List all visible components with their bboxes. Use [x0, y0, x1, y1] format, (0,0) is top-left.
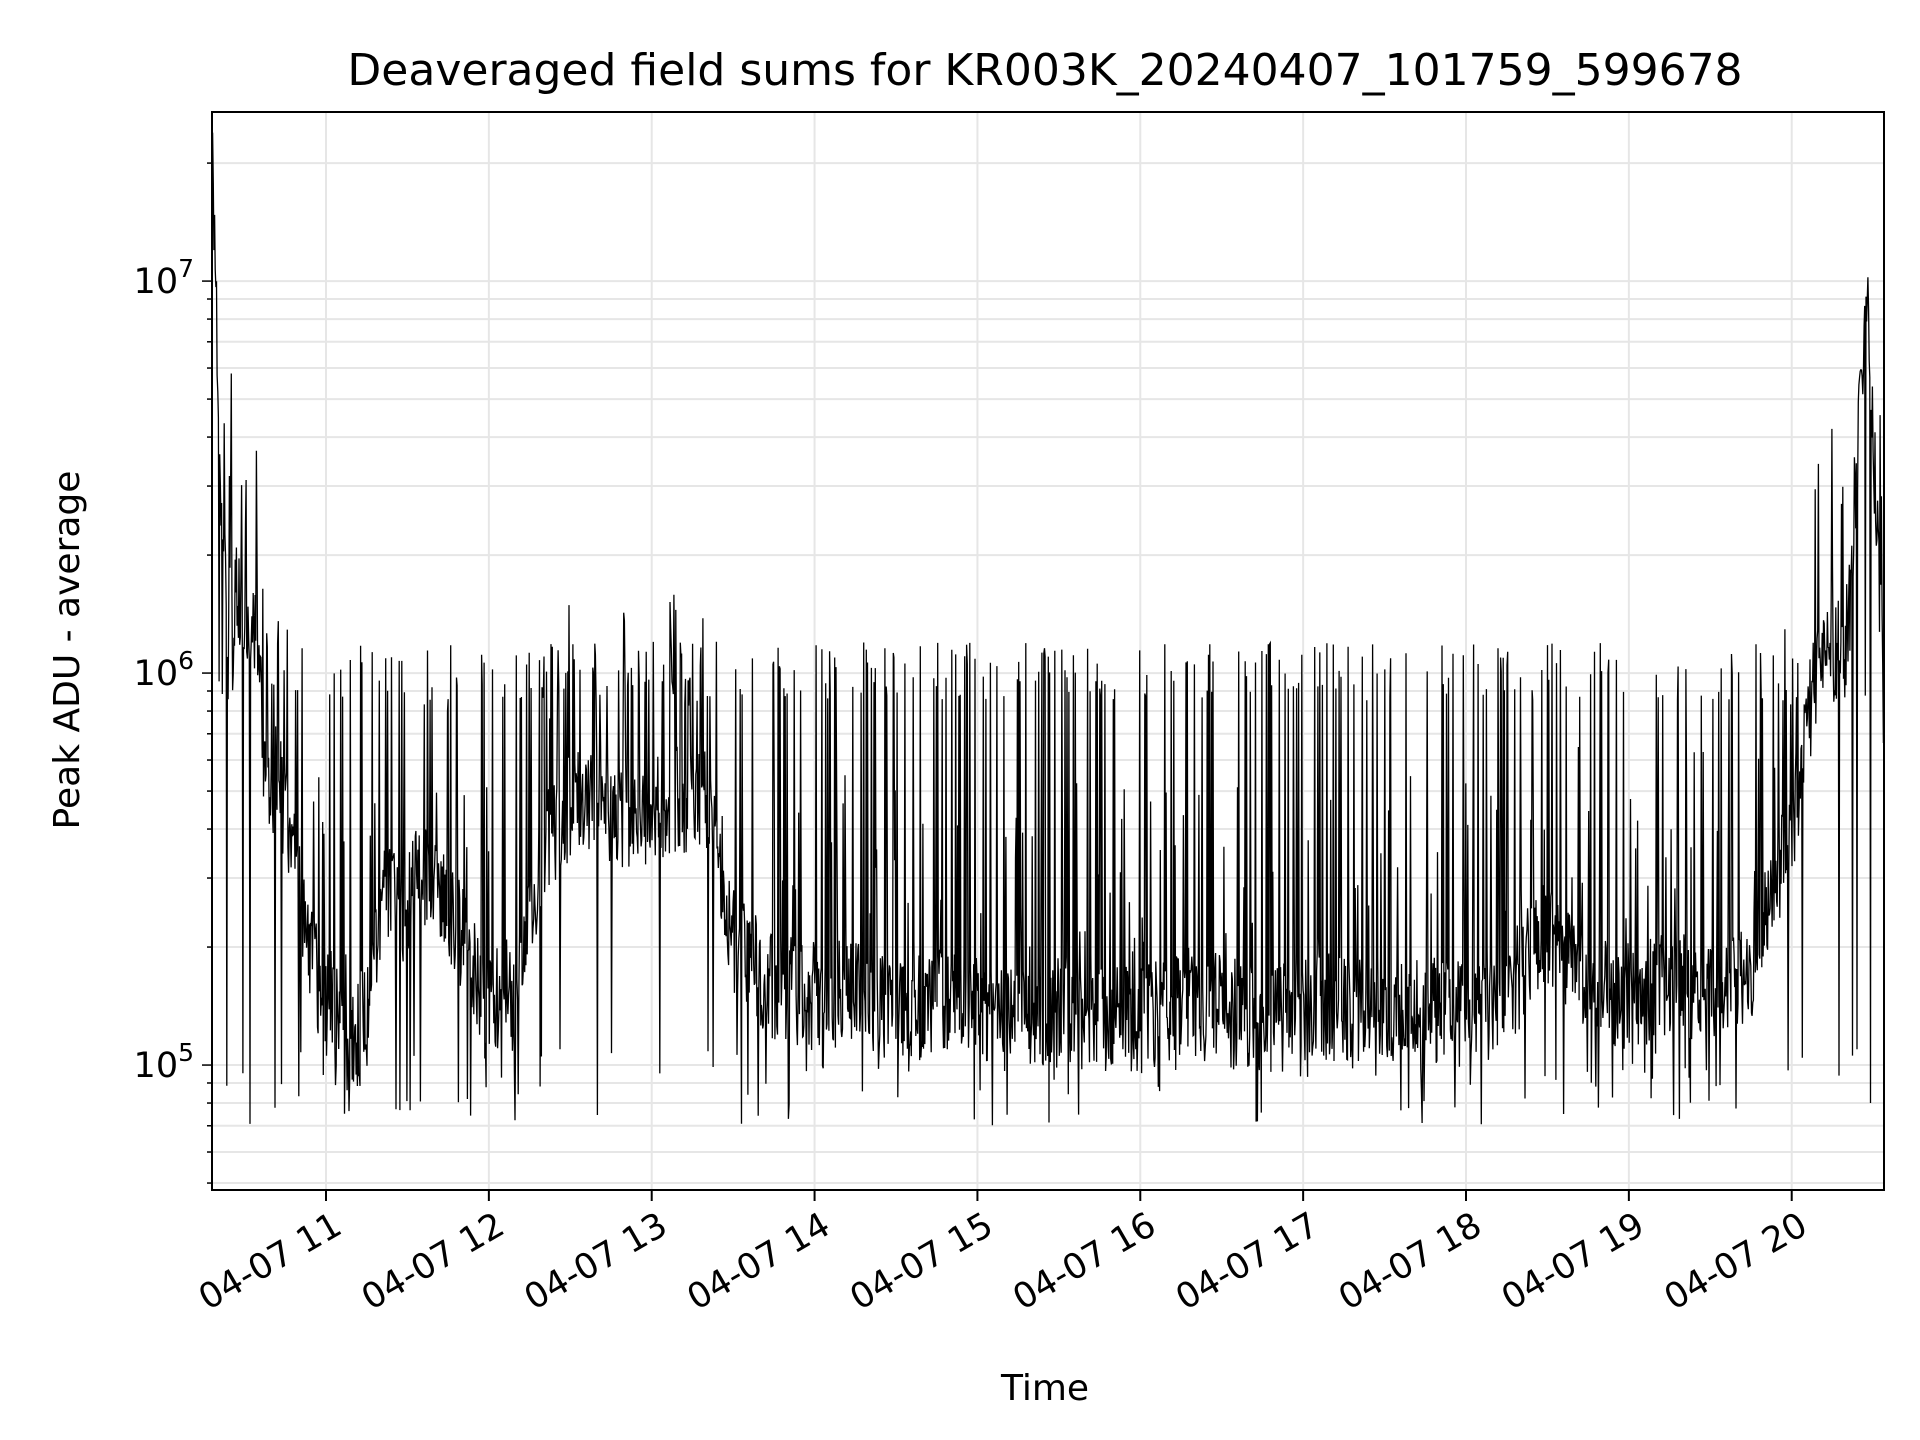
- y-tick-label: 105: [134, 1038, 194, 1086]
- series-line: [212, 132, 1884, 1126]
- y-tick-label: 106: [134, 646, 194, 694]
- y-axis-label: Peak ADU - average: [47, 471, 88, 830]
- chart-title: Deaveraged field sums for KR003K_2024040…: [347, 45, 1742, 96]
- plot-frame: [211, 111, 1885, 1191]
- y-tick-label: 107: [134, 254, 194, 302]
- x-axis-label: Time: [1000, 1368, 1089, 1409]
